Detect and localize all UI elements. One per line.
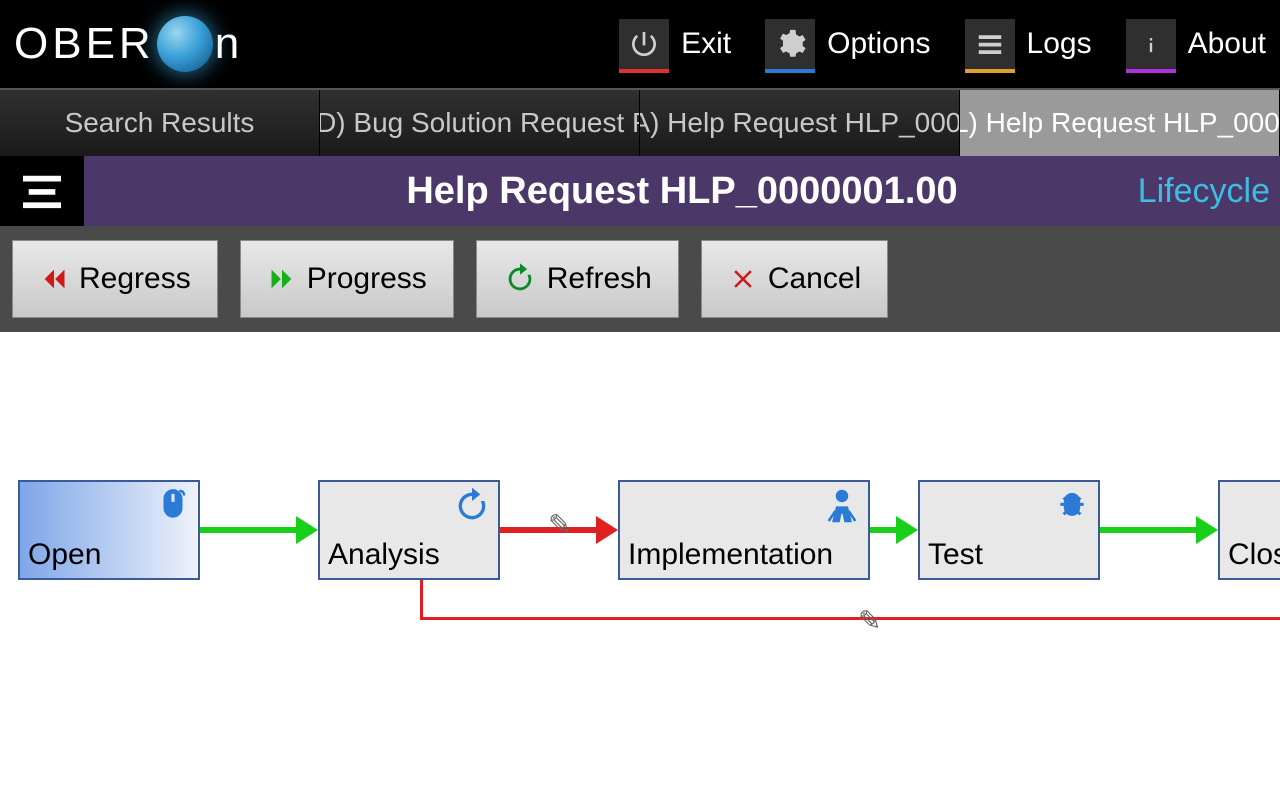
info-icon <box>1126 19 1176 69</box>
title-bar: Help Request HLP_0000001.00 Lifecycle <box>0 156 1280 226</box>
cancel-label: Cancel <box>768 262 861 296</box>
lifecycle-link[interactable]: Lifecycle <box>1138 172 1270 211</box>
menu-button[interactable] <box>0 156 84 226</box>
tab-label: (L) Help Request HLP_0000 <box>960 107 1280 139</box>
mouse-icon <box>154 486 192 532</box>
stage-label: Clos <box>1228 538 1280 572</box>
trigger-pen-icon: ✎ <box>858 604 881 637</box>
page-title-area: Help Request HLP_0000001.00 Lifecycle <box>84 156 1280 226</box>
edge-test-close <box>1100 527 1216 533</box>
tab-help-l[interactable]: (L) Help Request HLP_0000 <box>960 90 1280 156</box>
logs-menu-item[interactable]: Logs <box>965 19 1092 69</box>
regress-label: Regress <box>79 262 191 296</box>
brand-post: n <box>215 19 243 69</box>
page-title: Help Request HLP_0000001.00 <box>406 170 957 213</box>
stage-test[interactable]: Test <box>918 480 1100 580</box>
tab-label: Search Results <box>65 107 255 139</box>
top-menu-bar: OBER n Exit Options Logs <box>0 0 1280 88</box>
edge-analysis-close-bypass <box>420 580 1280 620</box>
exit-label: Exit <box>681 27 731 61</box>
stage-analysis[interactable]: Analysis <box>318 480 500 580</box>
brand-logo: OBER n <box>0 0 320 88</box>
edge-implementation-test <box>870 527 916 533</box>
cancel-button[interactable]: Cancel <box>701 240 888 318</box>
stage-label: Analysis <box>328 538 440 572</box>
about-label: About <box>1188 27 1266 61</box>
globe-icon <box>157 16 213 72</box>
brand-text: OBER n <box>14 16 243 72</box>
trigger-pen-icon: ✎ <box>548 508 571 541</box>
tab-strip: Search Results (D) Bug Solution Request … <box>0 88 1280 156</box>
stage-label: Implementation <box>628 538 833 572</box>
action-bar: Regress Progress Refresh Cancel <box>0 226 1280 332</box>
workflow-canvas: Open Analysis Implementation Test Clos ✎… <box>0 332 1280 800</box>
stage-implementation[interactable]: Implementation <box>618 480 870 580</box>
regress-icon <box>39 265 69 293</box>
worker-icon <box>822 486 862 534</box>
refresh-icon <box>503 262 537 296</box>
cycle-icon <box>452 486 492 534</box>
logs-label: Logs <box>1027 27 1092 61</box>
refresh-label: Refresh <box>547 262 652 296</box>
cancel-icon <box>728 264 758 294</box>
tab-label: (D) Bug Solution Request R <box>320 107 640 139</box>
stage-close[interactable]: Clos <box>1218 480 1280 580</box>
brand-pre: OBER <box>14 19 155 69</box>
top-menu: Exit Options Logs About <box>320 0 1280 88</box>
progress-label: Progress <box>307 262 427 296</box>
regress-button[interactable]: Regress <box>12 240 218 318</box>
lines-icon <box>965 19 1015 69</box>
options-label: Options <box>827 27 930 61</box>
stage-open[interactable]: Open <box>18 480 200 580</box>
exit-menu-item[interactable]: Exit <box>619 19 731 69</box>
gear-icon <box>765 19 815 69</box>
bug-icon <box>1052 486 1092 534</box>
options-menu-item[interactable]: Options <box>765 19 930 69</box>
tab-label: (A) Help Request HLP_0000 <box>640 107 960 139</box>
tab-help-a[interactable]: (A) Help Request HLP_0000 <box>640 90 960 156</box>
about-menu-item[interactable]: About <box>1126 19 1266 69</box>
stage-label: Test <box>928 538 983 572</box>
tab-bug-solution[interactable]: (D) Bug Solution Request R <box>320 90 640 156</box>
stage-label: Open <box>28 538 101 572</box>
power-icon <box>619 19 669 69</box>
refresh-button[interactable]: Refresh <box>476 240 679 318</box>
edge-open-analysis <box>200 527 316 533</box>
progress-button[interactable]: Progress <box>240 240 454 318</box>
tab-search-results[interactable]: Search Results <box>0 90 320 156</box>
progress-icon <box>267 265 297 293</box>
